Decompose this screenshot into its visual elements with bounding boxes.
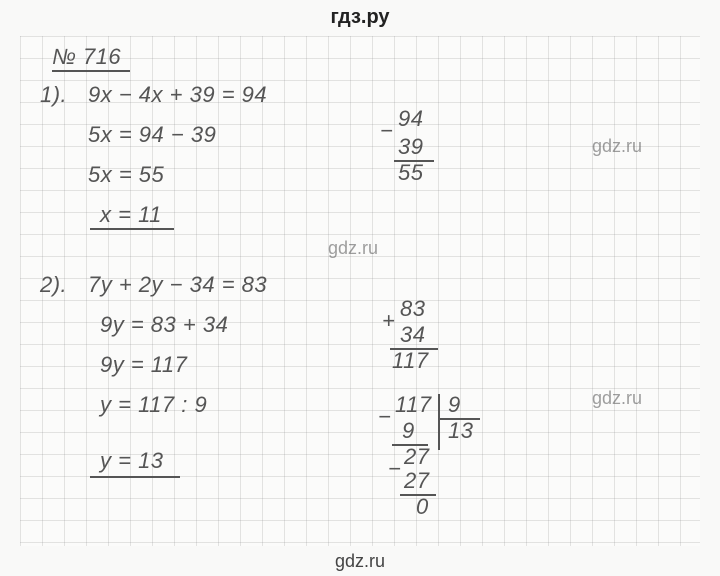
div-s2: 27 <box>404 468 429 494</box>
part1-eq4: x = 11 <box>100 202 162 228</box>
div-r1: 27 <box>404 444 429 470</box>
calc2-add: 34 <box>400 322 425 348</box>
footer-watermark: gdz.ru <box>0 551 720 572</box>
part1-eq1: 9x − 4x + 39 = 94 <box>88 82 267 108</box>
calc1-minus: − <box>380 118 393 144</box>
calc1-sub: 39 <box>398 134 423 160</box>
calc2-top: 83 <box>400 296 425 322</box>
div-r2: 0 <box>416 494 429 520</box>
calc1-res: 55 <box>398 160 423 186</box>
calc2-res: 117 <box>392 348 429 374</box>
problem-number: № 716 <box>52 44 121 70</box>
div-vline <box>438 394 440 450</box>
part2-eq4: y = 117 : 9 <box>100 392 207 418</box>
div-s1: 9 <box>402 418 415 444</box>
calc1-top: 94 <box>398 106 423 132</box>
div-minus2: − <box>388 456 401 482</box>
part2-eq2: 9y = 83 + 34 <box>100 312 228 338</box>
watermark-mid: gdz.ru <box>328 238 378 259</box>
part1-label: 1). <box>40 82 67 108</box>
part2-eq1: 7y + 2y − 34 = 83 <box>88 272 267 298</box>
part1-eq2: 5x = 94 − 39 <box>88 122 216 148</box>
calc2-plus: + <box>382 308 395 334</box>
part2-label: 2). <box>40 272 67 298</box>
part2-eq5: y = 13 <box>100 448 164 474</box>
part2-eq3: 9y = 117 <box>100 352 187 378</box>
div-dividend: 117 <box>395 392 432 418</box>
watermark-right1: gdz.ru <box>592 136 642 157</box>
div-minus1: − <box>378 404 391 430</box>
problem-number-underline <box>52 70 130 72</box>
watermark-right2: gdz.ru <box>592 388 642 409</box>
site-header: гдз.ру <box>0 6 720 29</box>
part1-answer-underline <box>90 228 174 230</box>
div-quotient: 13 <box>448 418 473 444</box>
div-divisor: 9 <box>448 392 461 418</box>
part2-answer-underline <box>90 476 180 478</box>
part1-eq3: 5x = 55 <box>88 162 164 188</box>
